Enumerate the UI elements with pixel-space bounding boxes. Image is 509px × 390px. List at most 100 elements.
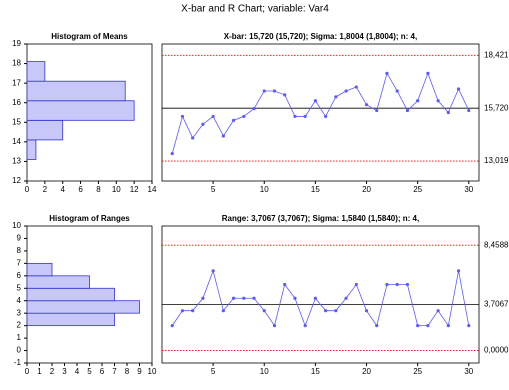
reference-label: 3,7067 <box>484 299 509 308</box>
point <box>436 99 440 103</box>
point <box>272 89 277 93</box>
y-tick-label: 1 <box>17 333 22 342</box>
plot-area <box>161 43 480 182</box>
x-tick-label: 9 <box>137 367 142 376</box>
bar <box>26 100 135 121</box>
point <box>324 309 328 313</box>
y-tick-label: 13 <box>12 157 21 166</box>
x-tick-label: 10 <box>260 367 269 376</box>
point <box>334 95 338 99</box>
y-tick-label: 12 <box>12 176 21 185</box>
y-tick-label: 5 <box>17 283 22 292</box>
x-tick-label: 1 <box>37 367 42 376</box>
point <box>456 87 461 91</box>
bar <box>26 275 90 289</box>
point <box>170 324 174 328</box>
x-tick-label: 30 <box>464 367 473 376</box>
y-tick-label: 6 <box>17 271 22 280</box>
x-tick-label: 12 <box>130 185 139 194</box>
point <box>262 309 266 313</box>
y-tick-label: 18 <box>12 59 21 68</box>
bar <box>26 312 115 327</box>
reference-label: 0,0000 <box>484 346 509 355</box>
point <box>385 282 389 287</box>
x-tick-label: 14 <box>148 185 157 194</box>
point <box>242 114 246 119</box>
point <box>211 269 215 273</box>
point <box>313 296 317 300</box>
point <box>446 324 450 328</box>
point <box>456 269 461 273</box>
x-tick-label: 5 <box>211 367 216 376</box>
bar <box>26 61 46 82</box>
point <box>231 296 236 300</box>
x-tick-label: 2 <box>50 367 55 376</box>
reference-label: 15,720 <box>484 103 509 112</box>
point <box>364 309 369 313</box>
point <box>354 282 358 287</box>
point <box>283 282 287 287</box>
reference-label: 8,4588 <box>484 240 509 249</box>
y-tick-label: 17 <box>12 78 21 87</box>
point <box>252 296 256 300</box>
x-tick-label: 8 <box>125 367 130 376</box>
point <box>293 296 297 300</box>
y-tick-label: -1 <box>14 358 22 367</box>
bar <box>26 287 115 302</box>
x-tick-label: 20 <box>362 185 371 194</box>
point <box>180 309 185 313</box>
x-tick-label: 4 <box>75 367 80 376</box>
point <box>180 114 185 119</box>
x-tick-label: 6 <box>78 185 83 194</box>
bar <box>26 262 53 277</box>
point <box>467 108 471 113</box>
point <box>416 324 420 328</box>
bar <box>26 300 140 314</box>
x-tick-label: 10 <box>112 185 121 194</box>
point <box>211 114 215 119</box>
bar <box>26 119 64 141</box>
point <box>313 99 317 103</box>
x-tick-label: 10 <box>148 367 157 376</box>
y-tick-label: 4 <box>17 296 22 305</box>
reference-label: 18,421 <box>484 50 509 59</box>
point <box>344 89 348 93</box>
x-tick-label: 0 <box>25 185 30 194</box>
y-tick-label: 15 <box>12 117 21 126</box>
x-tick-label: 3 <box>62 367 67 376</box>
point <box>303 324 307 328</box>
series-line <box>171 269 470 327</box>
x-tick-label: 10 <box>260 185 269 194</box>
point <box>375 108 379 113</box>
x-tick-label: 4 <box>60 185 65 194</box>
x-tick-label: 30 <box>464 185 473 194</box>
y-tick-label: 3 <box>17 308 22 317</box>
series-line <box>171 72 470 154</box>
y-tick-label: 10 <box>12 221 21 230</box>
point <box>446 110 450 115</box>
point <box>283 93 287 97</box>
x-tick-label: 6 <box>100 367 105 376</box>
bar <box>26 80 126 102</box>
x-tick-label: 15 <box>311 185 320 194</box>
point <box>252 106 256 111</box>
point <box>426 324 430 328</box>
x-tick-label: 25 <box>413 185 422 194</box>
point <box>201 122 205 126</box>
y-tick-label: 0 <box>17 346 22 355</box>
y-tick-label: 8 <box>17 246 22 255</box>
panel-title: Histogram of Means <box>51 32 128 41</box>
x-tick-label: 25 <box>413 367 422 376</box>
point <box>293 114 297 119</box>
point <box>221 309 225 313</box>
panel-title: Range: 3,7067 (3,7067); Sigma: 1,5840 (1… <box>222 214 419 223</box>
point <box>426 71 430 75</box>
x-tick-label: 8 <box>96 185 101 194</box>
point <box>170 152 174 156</box>
point <box>405 282 410 287</box>
y-tick-label: 2 <box>17 321 22 330</box>
point <box>272 324 277 328</box>
point <box>354 85 358 89</box>
y-tick-label: 16 <box>12 98 21 107</box>
